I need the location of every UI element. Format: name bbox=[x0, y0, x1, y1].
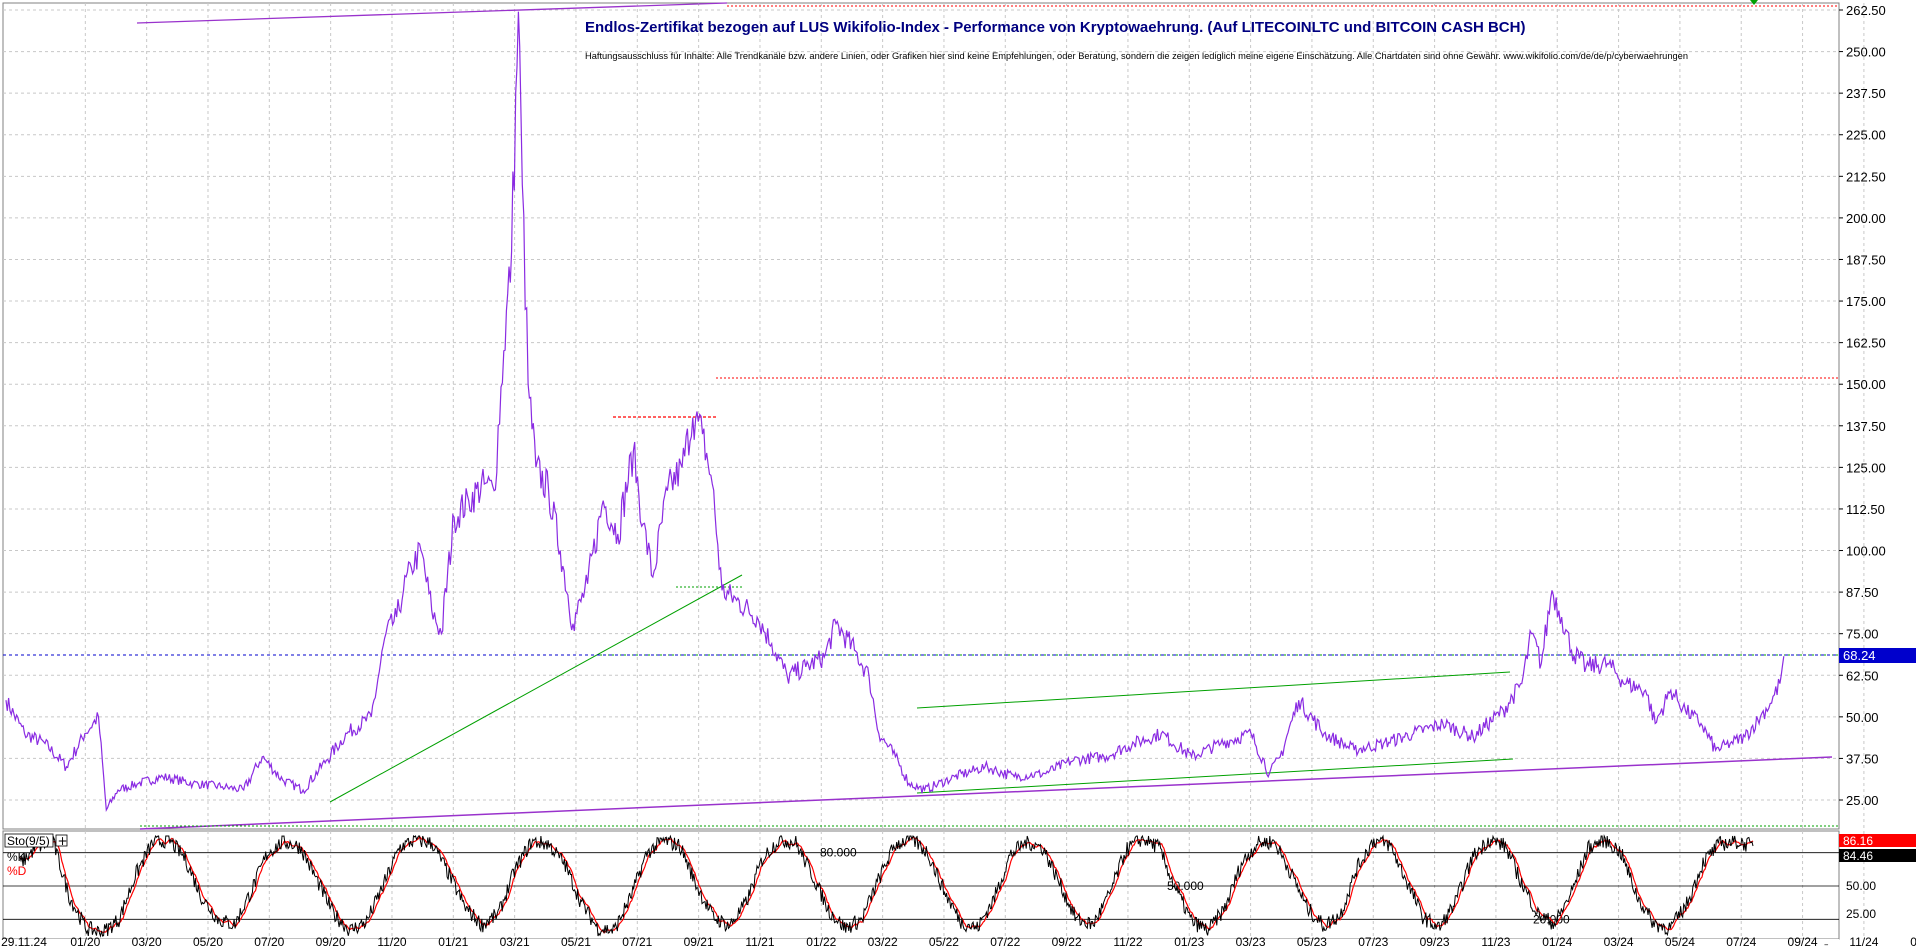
x-tick-label: 01/25 bbox=[1910, 935, 1916, 948]
x-axis-bar bbox=[3, 939, 1839, 948]
trend-line-green-3 bbox=[916, 758, 1514, 794]
x-tick-label: 01/20 bbox=[70, 935, 100, 948]
legend-k: %K bbox=[7, 850, 26, 864]
x-tick-label: 05/21 bbox=[561, 935, 591, 948]
sto-y-tick-label: 25.00 bbox=[1846, 907, 1876, 921]
y-tick-label: 75.00 bbox=[1846, 627, 1879, 642]
sto-y-tick-label: 50.00 bbox=[1846, 879, 1876, 893]
x-tick-label: 07/21 bbox=[622, 935, 652, 948]
x-tick-label: 03/24 bbox=[1604, 935, 1634, 948]
y-tick-label: 162.50 bbox=[1846, 336, 1886, 351]
x-tick-label: 03/23 bbox=[1236, 935, 1266, 948]
x-tick-label: 11/23 bbox=[1481, 935, 1510, 948]
trend-line-green-1 bbox=[329, 574, 743, 803]
k-value-box bbox=[1839, 834, 1916, 847]
y-tick-label: 112.50 bbox=[1846, 502, 1885, 517]
y-tick-label: 25.00 bbox=[1846, 793, 1879, 808]
x-tick-label: 09/20 bbox=[316, 935, 346, 948]
x-tick-label: 05/20 bbox=[193, 935, 223, 948]
x-tick-label: 11/20 bbox=[377, 935, 406, 948]
x-tick-label: 03/22 bbox=[868, 935, 898, 948]
x-tick-label: 05/23 bbox=[1297, 935, 1327, 948]
chart-disclaimer: Haftungsausschluss für Inhalte: Alle Tre… bbox=[585, 51, 1688, 62]
x-tick-label: 03/20 bbox=[132, 935, 162, 948]
d-value-label: 84.46 bbox=[1843, 849, 1873, 863]
x-tick-label: 09/22 bbox=[1052, 935, 1082, 948]
stochastic-k-line bbox=[19, 834, 1754, 938]
x-tick-label: 11/21 bbox=[745, 935, 774, 948]
last-value-box bbox=[1839, 648, 1916, 663]
y-tick-label: 125.00 bbox=[1846, 460, 1886, 475]
trend-line-upper-purple bbox=[136, 2, 728, 24]
x-tick-label: 01/24 bbox=[1542, 935, 1572, 948]
price-panel bbox=[2, 2, 1840, 830]
y-tick-label: 225.00 bbox=[1846, 128, 1886, 143]
indicator-name: Sto(9/5) bbox=[7, 834, 50, 848]
price-axis: 262.50 250.00 237.50 225.00 212.50 200.00 187.… bbox=[1839, 3, 1886, 808]
legend-d: %D bbox=[7, 864, 27, 878]
x-tick-label: 07/24 bbox=[1726, 935, 1756, 948]
y-tick-label: 237.50 bbox=[1846, 86, 1886, 101]
x-tick-label: 03/21 bbox=[500, 935, 530, 948]
x-tick-label: 07/23 bbox=[1358, 935, 1388, 948]
x-tick-label: 09/24 bbox=[1788, 935, 1818, 948]
price-series-line bbox=[5, 11, 1785, 812]
y-tick-label: 137.50 bbox=[1846, 419, 1886, 434]
top-marker bbox=[1750, 0, 1758, 5]
y-tick-label: 187.50 bbox=[1846, 252, 1886, 267]
plus-icon: + bbox=[58, 834, 68, 848]
expand-button[interactable] bbox=[55, 834, 68, 847]
d-value-box bbox=[1839, 849, 1916, 862]
y-tick-label: 250.00 bbox=[1846, 45, 1886, 60]
x-tick-label: 07/20 bbox=[254, 935, 284, 948]
x-tick-label: 05/22 bbox=[929, 935, 959, 948]
time-axis: 29.11.24 01/20 03/20 05/20 07/20 09/20 11/20 01… bbox=[1, 935, 1916, 948]
trendlines bbox=[3, 2, 1839, 830]
y-tick-label: 62.50 bbox=[1846, 668, 1879, 683]
x-tick-label: 29.11.24 bbox=[1, 935, 47, 948]
chart-title: Endlos-Zertifikat bezogen auf LUS Wikifo… bbox=[585, 19, 1525, 36]
y-tick-label: 150.00 bbox=[1846, 377, 1886, 392]
x-tick-label: 01/22 bbox=[806, 935, 836, 948]
x-tick-label: 01/23 bbox=[1174, 935, 1204, 948]
indicator-name-box[interactable] bbox=[4, 833, 54, 848]
scroll-arrow-icon[interactable]: – bbox=[1824, 940, 1829, 948]
y-tick-label: 200.00 bbox=[1846, 211, 1886, 226]
last-value-label: 68.24 bbox=[1843, 648, 1876, 663]
x-tick-label: 09/21 bbox=[684, 935, 714, 948]
x-tick-label: 05/24 bbox=[1665, 935, 1695, 948]
y-tick-label: 87.50 bbox=[1846, 585, 1879, 600]
k-value-label: 86.16 bbox=[1843, 834, 1873, 848]
price-grid bbox=[3, 3, 1865, 829]
x-tick-label: 11/24 bbox=[1849, 935, 1878, 948]
x-tick-label: 11/22 bbox=[1113, 935, 1142, 948]
stochastic-grid bbox=[84, 831, 1865, 939]
level-label: 80.000 bbox=[820, 846, 857, 860]
y-tick-label: 262.50 bbox=[1846, 3, 1886, 18]
y-tick-label: 50.00 bbox=[1846, 710, 1879, 725]
x-tick-label: 09/23 bbox=[1420, 935, 1450, 948]
x-tick-label: 01/21 bbox=[438, 935, 468, 948]
x-tick-label: 07/22 bbox=[990, 935, 1020, 948]
trend-line-green-2 bbox=[916, 671, 1511, 709]
y-tick-label: 175.00 bbox=[1846, 294, 1886, 309]
y-tick-label: 212.50 bbox=[1846, 169, 1886, 184]
trend-line-lower-purple bbox=[139, 756, 1833, 830]
y-tick-label: 37.50 bbox=[1846, 751, 1879, 766]
y-tick-label: 100.00 bbox=[1846, 544, 1886, 559]
stochastic-axis: 50.00 25.00 bbox=[1846, 879, 1876, 921]
